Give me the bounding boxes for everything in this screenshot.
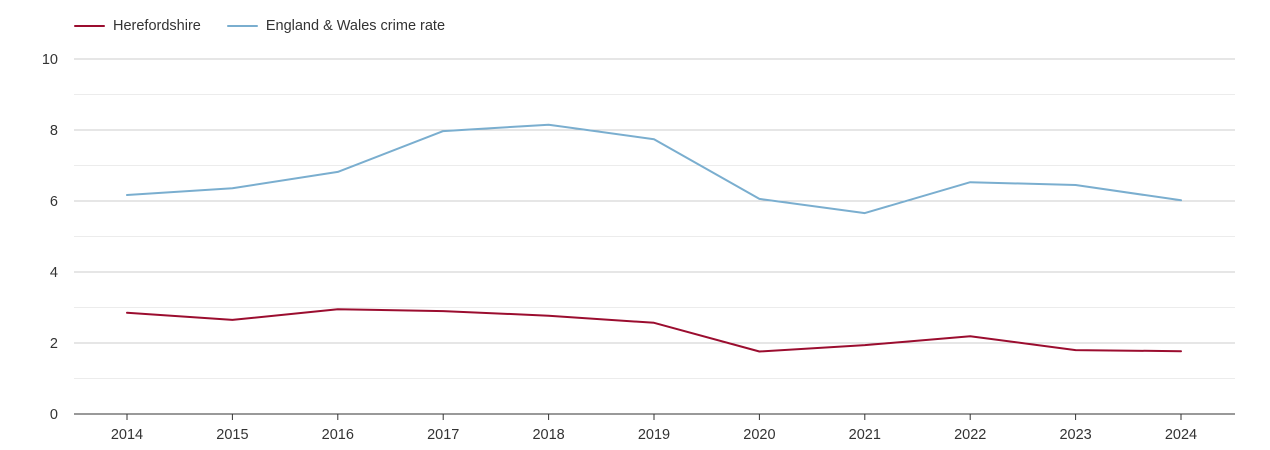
x-tick-label: 2014	[111, 427, 143, 443]
x-tick-label: 2016	[322, 427, 354, 443]
series-lines	[126, 123, 1182, 353]
legend-item-herefordshire[interactable]: Herefordshire	[74, 18, 201, 34]
tick-labels: 0 2 4 6 8 10 2014 2015 2016 2017 2018 2019 2020 2021 2…	[42, 52, 1197, 443]
x-tick-label: 2017	[427, 427, 459, 443]
y-tick-label: 8	[50, 123, 58, 139]
x-tick-label: 2023	[1059, 427, 1091, 443]
y-tick-label: 0	[50, 407, 58, 423]
legend-swatch-herefordshire	[74, 25, 105, 27]
y-tick-label: 4	[50, 265, 58, 281]
series-line-herefordshire	[126, 308, 1182, 353]
axes	[74, 413, 1235, 420]
x-tick-label: 2015	[216, 427, 248, 443]
x-tick-label: 2020	[743, 427, 775, 443]
y-tick-label: 10	[42, 52, 58, 68]
legend: Herefordshire England & Wales crime rate	[74, 15, 445, 37]
legend-label-herefordshire: Herefordshire	[113, 18, 201, 34]
series-line-england-wales	[126, 123, 1182, 215]
legend-label-england-wales: England & Wales crime rate	[265, 18, 446, 34]
gridlines	[74, 58, 1235, 379]
x-tick-label: 2019	[638, 427, 670, 443]
x-tick-label: 2021	[849, 427, 881, 443]
y-tick-label: 2	[50, 336, 58, 352]
legend-item-england-wales[interactable]: England & Wales crime rate	[226, 18, 446, 34]
y-tick-label: 6	[50, 194, 58, 210]
x-tick-label: 2018	[532, 427, 564, 443]
x-tick-label: 2024	[1165, 427, 1197, 443]
x-tick-label: 2022	[954, 427, 986, 443]
legend-swatch-england-wales	[226, 25, 258, 27]
